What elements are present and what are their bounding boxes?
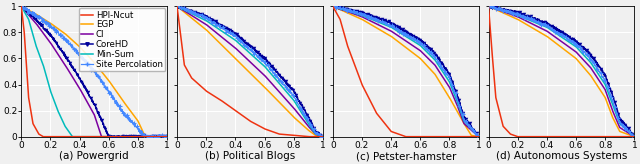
Legend: HPI-Ncut, EGP, CI, CoreHD, Min-Sum, Site Percolation: HPI-Ncut, EGP, CI, CoreHD, Min-Sum, Site… [79, 8, 165, 72]
X-axis label: (d) Autonomous Systems: (d) Autonomous Systems [496, 151, 627, 161]
X-axis label: (c) Petster-hamster: (c) Petster-hamster [355, 151, 456, 161]
X-axis label: (a) Powergrid: (a) Powergrid [60, 151, 129, 161]
X-axis label: (b) Political Blogs: (b) Political Blogs [205, 151, 295, 161]
